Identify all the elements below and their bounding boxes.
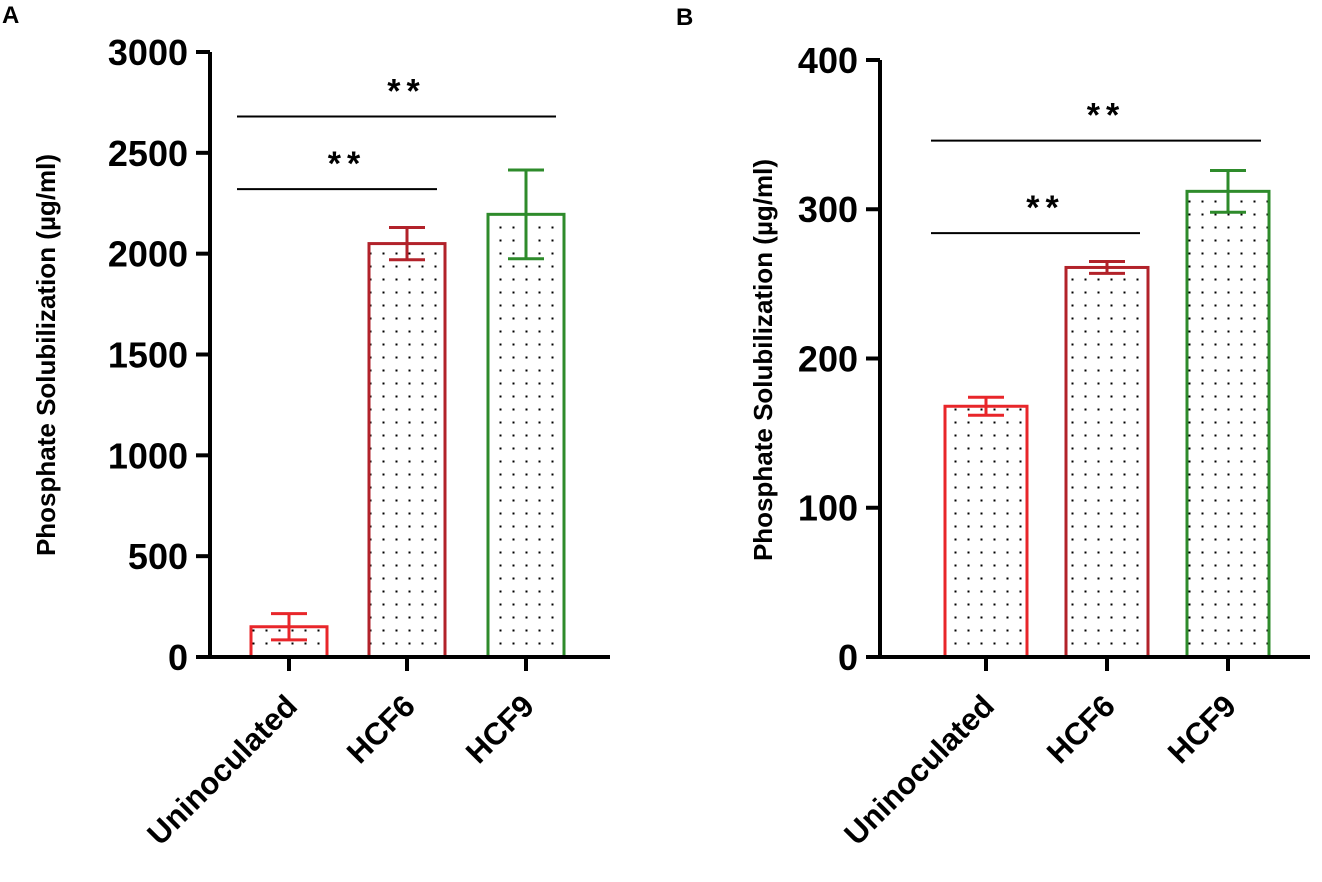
chart-a: 0 500 1000 1500 2000 2500 3000 Uninoculated HCF6… xyxy=(31,32,610,852)
y-tick-label: 300 xyxy=(798,189,858,230)
y-tick-label: 2500 xyxy=(108,133,188,174)
y-tick-label: 0 xyxy=(168,637,188,678)
significance-label-1: ** xyxy=(1026,189,1064,227)
y-tick-label: 100 xyxy=(798,488,858,529)
y-axis-label: Phosphate Solubilization (µg/ml) xyxy=(31,154,61,556)
bar-hcf6 xyxy=(1064,265,1150,659)
y-axis-label: Phosphate Solubilization (µg/ml) xyxy=(748,159,778,561)
y-tick-label: 500 xyxy=(128,536,188,577)
x-tick-label-hcf9: HCF9 xyxy=(459,688,541,770)
significance-label-2: ** xyxy=(1087,97,1125,135)
panel-b-label: B xyxy=(676,4,694,31)
y-tick-label: 3000 xyxy=(108,32,188,73)
bar-hcf6 xyxy=(367,242,447,659)
y-tick-label: 1000 xyxy=(108,435,188,476)
bar-hcf9 xyxy=(1185,189,1271,659)
y-tick-label: 1500 xyxy=(108,334,188,375)
bar-hcf9 xyxy=(486,212,566,659)
y-tick-label: 200 xyxy=(798,338,858,379)
y-tick-label: 400 xyxy=(798,40,858,81)
x-tick-label-uninoculated: Uninoculated xyxy=(837,688,1001,852)
panel-a-label: A xyxy=(2,2,20,29)
y-tick-label: 2000 xyxy=(108,234,188,275)
x-tick-label-hcf6: HCF6 xyxy=(1040,688,1122,770)
significance-label-2: ** xyxy=(387,73,425,111)
bar-uninoculated xyxy=(943,404,1029,659)
x-tick-label-hcf9: HCF9 xyxy=(1161,688,1243,770)
y-tick-label: 0 xyxy=(838,637,858,678)
significance-label-1: ** xyxy=(328,145,366,183)
x-tick-label-uninoculated: Uninoculated xyxy=(140,688,304,852)
chart-b: 0 100 200 300 400 Uninoculated HCF6 HCF9 Phospha… xyxy=(748,40,1310,852)
x-tick-label-hcf6: HCF6 xyxy=(340,688,422,770)
